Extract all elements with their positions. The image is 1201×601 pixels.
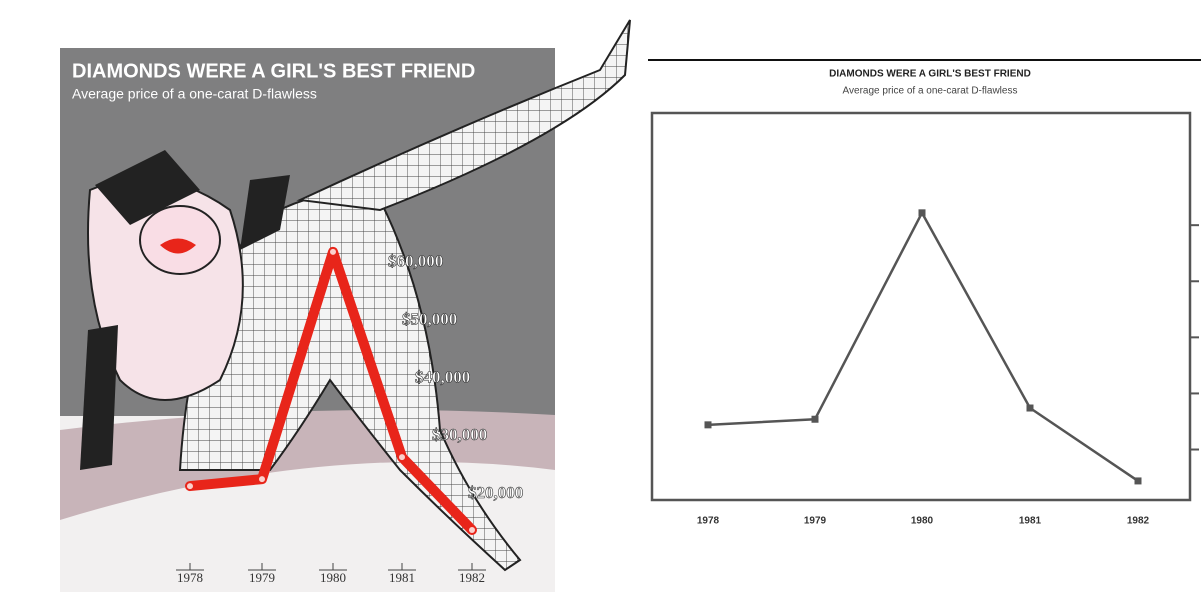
y-tick-label: $50,000 — [402, 310, 457, 329]
x-tick-label: 1978 — [697, 516, 720, 527]
y-tick-label: $20,000 — [468, 483, 523, 502]
x-tick-label: 1981 — [1019, 516, 1042, 527]
lips — [160, 238, 196, 254]
x-tick-label: 1981 — [389, 570, 415, 585]
data-point — [811, 415, 819, 423]
x-tick-label: 1980 — [320, 570, 346, 585]
plot-frame — [650, 111, 1192, 502]
chart-subtitle: Average price of a one-carat D-flawless — [843, 86, 1018, 97]
y-tick-label: $40,000 — [415, 367, 470, 386]
data-point — [704, 421, 712, 429]
data-point — [330, 248, 336, 255]
x-tick-label: 1980 — [911, 516, 934, 527]
glove — [80, 325, 118, 470]
data-point — [469, 527, 475, 534]
y-tick-label: $30,000 — [432, 425, 487, 444]
data-point — [259, 476, 265, 483]
data-point — [399, 454, 405, 461]
data-point — [1026, 404, 1034, 412]
x-tick-label: 1979 — [804, 516, 827, 527]
chart-title: DIAMONDS WERE A GIRL'S BEST FRIEND — [829, 69, 1031, 80]
chart-subtitle: Average price of a one-carat D-flawless — [72, 86, 317, 102]
chart-title: DIAMONDS WERE A GIRL'S BEST FRIEND — [72, 60, 475, 82]
x-tick-label: 1982 — [1127, 516, 1150, 527]
glove-raised — [240, 175, 290, 250]
top-hat — [95, 150, 200, 225]
data-point — [918, 209, 926, 217]
x-tick-label: 1979 — [249, 570, 275, 585]
data-point — [187, 483, 193, 490]
x-tick-label: 1982 — [459, 570, 485, 585]
x-tick-label: 1978 — [177, 570, 203, 585]
y-tick-label: $60,000 — [388, 252, 443, 271]
raised-leg — [296, 19, 631, 212]
data-point — [1134, 477, 1142, 485]
illustrated-chart — [60, 19, 631, 592]
